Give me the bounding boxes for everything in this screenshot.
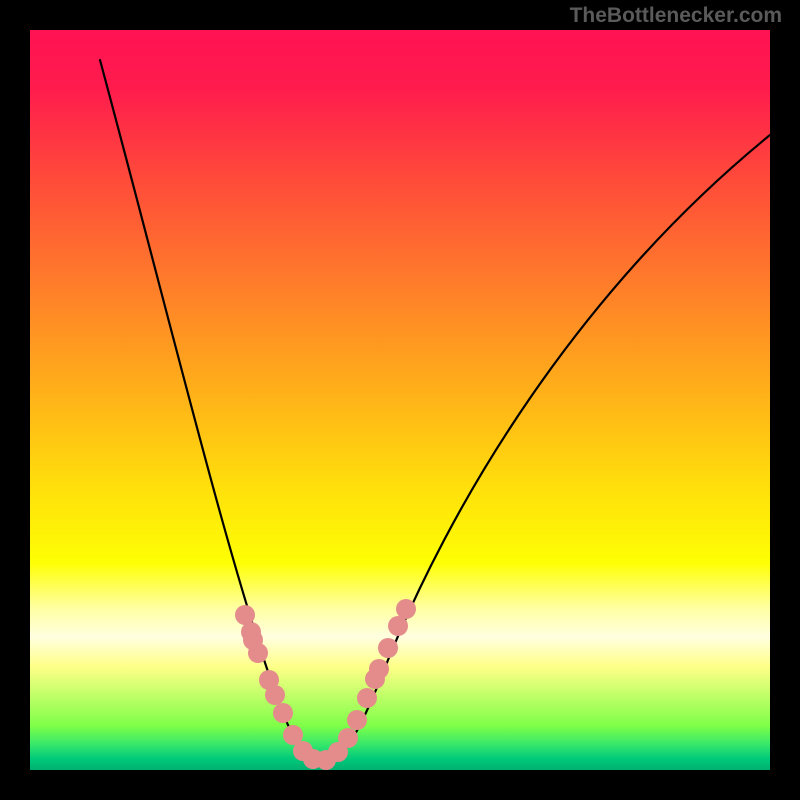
plot-area xyxy=(30,30,770,770)
data-dot xyxy=(235,605,255,625)
bottleneck-curve xyxy=(100,60,770,760)
data-dot xyxy=(388,616,408,636)
data-dot xyxy=(265,685,285,705)
curve-layer xyxy=(30,30,770,770)
data-dot xyxy=(378,638,398,658)
data-dot xyxy=(396,599,416,619)
chart-frame: TheBottlenecker.com xyxy=(0,0,800,800)
data-dot xyxy=(273,703,293,723)
watermark-text: TheBottlenecker.com xyxy=(570,4,782,28)
data-dot xyxy=(248,643,268,663)
data-dot xyxy=(347,710,367,730)
data-dots-group xyxy=(235,599,416,770)
data-dot xyxy=(338,728,358,748)
data-dot xyxy=(369,659,389,679)
data-dot xyxy=(357,688,377,708)
